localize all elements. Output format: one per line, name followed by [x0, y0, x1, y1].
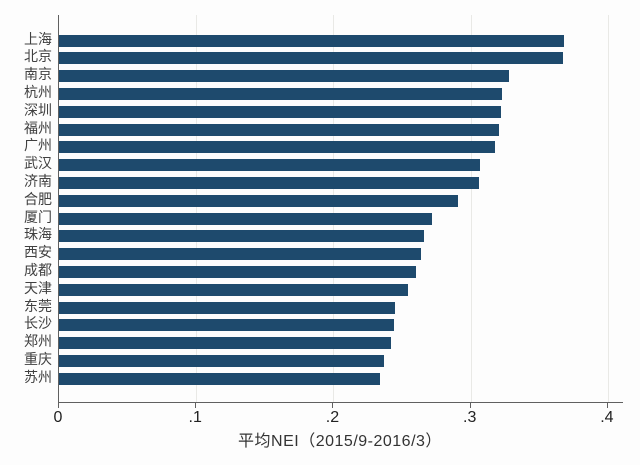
gridline	[333, 15, 335, 402]
bar	[59, 319, 394, 332]
bar	[59, 337, 392, 350]
bar	[59, 159, 481, 172]
x-axis-tick-label: 0	[53, 409, 63, 426]
y-axis-label: 东莞	[24, 299, 52, 315]
bar	[59, 372, 381, 385]
bar	[59, 301, 396, 314]
x-axis-tick-label: .3	[463, 409, 477, 426]
y-axis-label: 福州	[24, 121, 52, 137]
y-axis-label: 重庆	[24, 353, 52, 368]
x-axis-tick	[332, 403, 334, 408]
bar	[59, 123, 500, 136]
y-axis-label: 郑州	[24, 335, 52, 351]
y-axis-label: 西安	[24, 246, 52, 262]
y-axis-label: 长沙	[24, 317, 52, 333]
y-axis-label: 厦门	[24, 210, 52, 226]
y-axis-label: 苏州	[24, 370, 52, 386]
x-axis-tick	[606, 403, 608, 408]
bar	[59, 177, 479, 189]
y-axis-label: 天津	[24, 281, 52, 297]
bar	[59, 34, 564, 47]
y-axis-label: 南京	[24, 68, 52, 84]
bar	[59, 266, 416, 278]
bar	[59, 283, 408, 296]
y-axis-label: 杭州	[24, 86, 52, 101]
x-axis-tick-label: .4	[600, 409, 614, 426]
gridline	[607, 15, 609, 402]
y-axis-label: 深圳	[24, 103, 52, 119]
bar	[59, 248, 422, 261]
bar	[59, 52, 563, 65]
x-axis-title: 平均NEI（2015/9-2016/3）	[238, 433, 442, 450]
bar	[59, 212, 433, 225]
plot-area	[58, 15, 623, 403]
gridline	[470, 15, 472, 402]
gridline	[196, 15, 198, 402]
y-axis-label: 广州	[24, 139, 52, 155]
x-axis-tick	[195, 403, 197, 408]
bar	[59, 194, 459, 207]
y-axis-label: 合肥	[24, 192, 52, 208]
y-axis-label: 珠海	[24, 228, 52, 244]
y-axis-label: 济南	[24, 175, 52, 190]
x-axis-tick-label: .1	[188, 409, 202, 426]
bar	[59, 105, 501, 118]
x-axis-tick	[469, 403, 471, 408]
x-axis-tick	[58, 403, 59, 408]
bar	[59, 88, 503, 100]
bar	[59, 230, 425, 243]
y-axis-label: 上海	[24, 32, 52, 48]
y-axis-label: 武汉	[24, 157, 52, 173]
y-axis-label: 成都	[24, 264, 52, 279]
bar	[59, 70, 510, 83]
bar	[59, 141, 496, 154]
bar	[59, 355, 385, 367]
x-axis-tick-label: .2	[325, 409, 340, 426]
y-axis-label: 北京	[24, 50, 52, 66]
